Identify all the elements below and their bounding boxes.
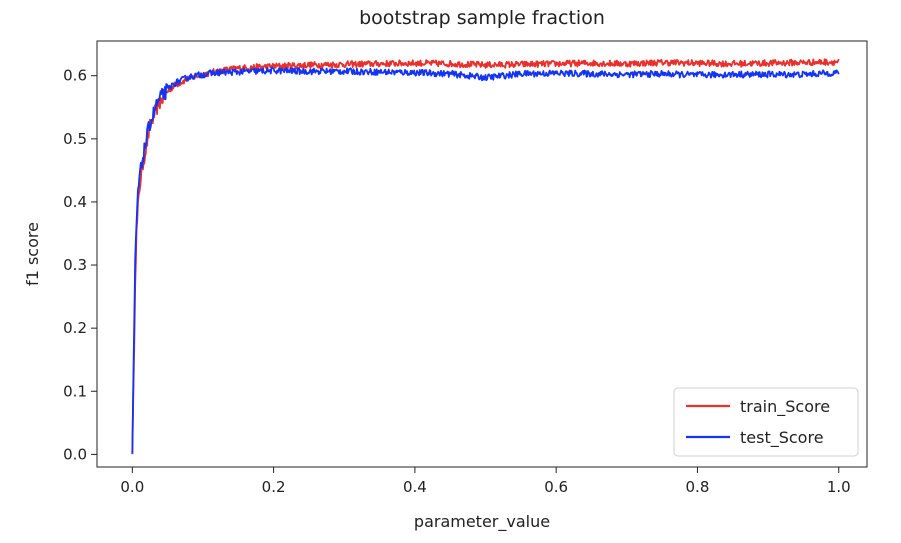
plot-area-frame xyxy=(96,40,868,468)
legend-label-test: test_Score xyxy=(740,428,824,448)
chart-title: bootstrap sample fraction xyxy=(359,7,605,29)
x-tick-label: 0.2 xyxy=(262,478,286,496)
y-tick-label: 0.2 xyxy=(63,319,87,337)
series-line-train-score xyxy=(131,58,840,455)
y-tick-label: 0.0 xyxy=(63,445,87,463)
x-tick-label: 1.0 xyxy=(827,478,851,496)
legend: train_Score test_Score xyxy=(673,387,859,457)
x-tick-label: 0.8 xyxy=(686,478,710,496)
series-line-test-score xyxy=(131,66,840,454)
y-tick-label: 0.5 xyxy=(63,130,87,148)
y-tick-label: 0.4 xyxy=(63,193,87,211)
x-tick-label: 0.0 xyxy=(120,478,144,496)
y-tick-label: 0.6 xyxy=(63,67,87,85)
legend-label-train: train_Score xyxy=(740,397,830,417)
y-tick-label: 0.3 xyxy=(63,256,87,274)
x-tick-label: 0.4 xyxy=(403,478,427,496)
x-tick-label: 0.6 xyxy=(544,478,568,496)
x-axis-label: parameter_value xyxy=(414,512,550,532)
y-axis-label: f1 score xyxy=(23,222,42,286)
y-tick-label: 0.1 xyxy=(63,382,87,400)
